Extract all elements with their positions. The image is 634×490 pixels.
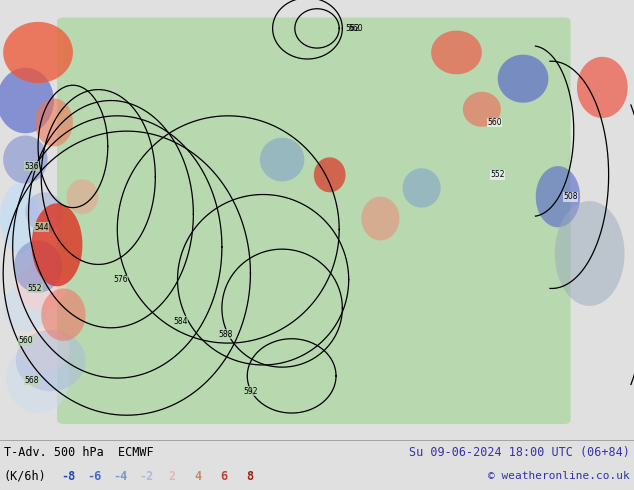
Polygon shape	[67, 179, 98, 214]
FancyBboxPatch shape	[57, 18, 571, 424]
Polygon shape	[3, 284, 48, 332]
Text: 544: 544	[34, 223, 49, 232]
Text: 584: 584	[174, 317, 188, 326]
Text: 8: 8	[247, 469, 254, 483]
Polygon shape	[14, 241, 62, 293]
Text: 508: 508	[564, 192, 578, 201]
Polygon shape	[32, 203, 82, 286]
Text: 6: 6	[221, 469, 228, 483]
Polygon shape	[41, 289, 86, 341]
Polygon shape	[3, 136, 48, 184]
Polygon shape	[536, 166, 580, 227]
Text: -4: -4	[113, 469, 127, 483]
Text: -6: -6	[87, 469, 101, 483]
Text: 560: 560	[18, 337, 33, 345]
Text: 576: 576	[113, 275, 128, 284]
Text: -8: -8	[61, 469, 75, 483]
Text: 560: 560	[349, 24, 363, 33]
Polygon shape	[19, 328, 70, 371]
Polygon shape	[555, 201, 624, 306]
Polygon shape	[25, 192, 63, 232]
Text: 552: 552	[28, 284, 42, 293]
Polygon shape	[35, 98, 73, 147]
Polygon shape	[431, 30, 482, 74]
Text: -2: -2	[139, 469, 153, 483]
Polygon shape	[314, 157, 346, 192]
Text: 588: 588	[218, 330, 232, 339]
Text: (K/6h): (K/6h)	[4, 469, 47, 483]
Text: 592: 592	[243, 387, 257, 396]
Text: 560: 560	[487, 118, 502, 127]
Polygon shape	[16, 330, 86, 391]
Polygon shape	[6, 343, 70, 413]
Polygon shape	[577, 57, 628, 118]
Polygon shape	[260, 138, 304, 181]
Text: 4: 4	[195, 469, 202, 483]
Text: © weatheronline.co.uk: © weatheronline.co.uk	[488, 471, 630, 481]
Text: T-Adv. 500 hPa  ECMWF: T-Adv. 500 hPa ECMWF	[4, 445, 153, 459]
Text: Su 09-06-2024 18:00 UTC (06+84): Su 09-06-2024 18:00 UTC (06+84)	[409, 445, 630, 459]
Text: 2: 2	[169, 469, 176, 483]
Polygon shape	[361, 196, 399, 241]
Polygon shape	[0, 184, 38, 253]
Text: 552: 552	[491, 171, 505, 179]
Polygon shape	[16, 262, 67, 310]
Text: 562: 562	[346, 24, 360, 33]
Polygon shape	[403, 168, 441, 208]
Polygon shape	[463, 92, 501, 127]
Polygon shape	[0, 68, 54, 133]
Polygon shape	[3, 22, 73, 83]
Polygon shape	[498, 55, 548, 103]
Text: 568: 568	[25, 376, 39, 385]
Text: 536: 536	[24, 162, 39, 171]
